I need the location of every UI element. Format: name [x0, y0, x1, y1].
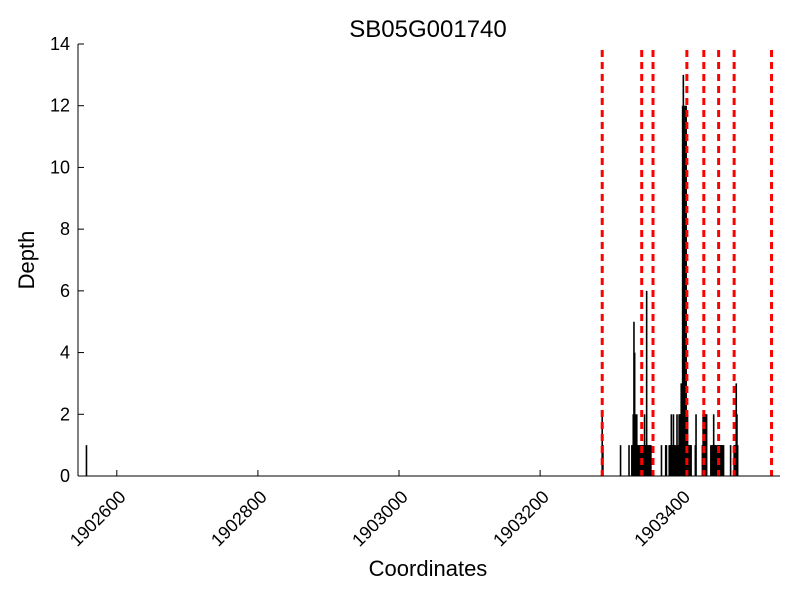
x-tick-label: 1903200 [489, 487, 553, 551]
y-tick-label: 10 [50, 157, 70, 177]
x-tick-label: 1902800 [207, 487, 271, 551]
y-axis-label: Depth [14, 231, 39, 290]
x-axis-label: Coordinates [369, 556, 488, 581]
y-tick-label: 0 [60, 466, 70, 486]
y-tick-label: 2 [60, 404, 70, 424]
y-tick-label: 8 [60, 219, 70, 239]
chart-title: SB05G001740 [349, 16, 506, 43]
axes-layer [77, 44, 780, 477]
x-tick-label: 1903400 [630, 487, 694, 551]
x-tick-label: 1903000 [348, 487, 412, 551]
y-tick-label: 4 [60, 343, 70, 363]
y-tick-label: 14 [50, 34, 70, 54]
y-tick-label: 12 [50, 96, 70, 116]
ticks-layer: 0 2 4 6 8 10 12 14 1902600 1902800 1903000 1903200 1… [50, 34, 694, 550]
bars-layer [85, 74, 739, 476]
x-tick-label: 1902600 [66, 487, 130, 551]
y-tick-label: 6 [60, 281, 70, 301]
marker-lines-layer [600, 50, 774, 476]
